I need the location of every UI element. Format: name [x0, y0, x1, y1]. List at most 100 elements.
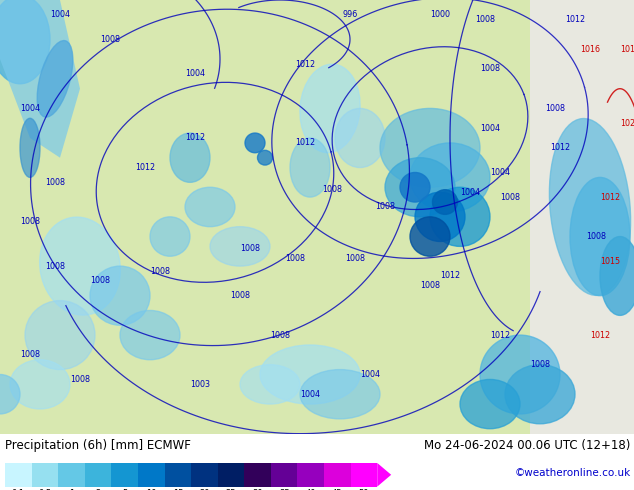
Text: 1012: 1012 [490, 331, 510, 340]
Ellipse shape [40, 217, 120, 315]
Ellipse shape [0, 0, 50, 84]
Text: 1004: 1004 [20, 104, 40, 113]
Bar [58, 463, 85, 487]
Text: Mo 24-06-2024 00.06 UTC (12+18): Mo 24-06-2024 00.06 UTC (12+18) [424, 439, 631, 452]
Ellipse shape [257, 150, 273, 165]
Ellipse shape [600, 237, 634, 316]
Text: 1008: 1008 [545, 104, 565, 113]
Text: 1008: 1008 [375, 202, 395, 212]
Ellipse shape [300, 369, 380, 419]
Text: 1008: 1008 [240, 244, 260, 253]
Polygon shape [0, 0, 80, 158]
Bar [5, 463, 32, 487]
Ellipse shape [415, 192, 465, 242]
Text: 0.1: 0.1 [12, 489, 25, 490]
Ellipse shape [505, 365, 575, 424]
Text: 5: 5 [122, 489, 127, 490]
Text: 25: 25 [226, 489, 236, 490]
Bar [85, 463, 112, 487]
Text: 45: 45 [332, 489, 342, 490]
Text: 1004: 1004 [50, 10, 70, 19]
Text: 10: 10 [146, 489, 157, 490]
Bar [244, 463, 271, 487]
Text: 1015: 1015 [600, 257, 620, 266]
Text: 1008: 1008 [530, 360, 550, 369]
Bar [191, 463, 217, 487]
Text: 1004: 1004 [480, 123, 500, 133]
Ellipse shape [410, 143, 490, 212]
Ellipse shape [37, 41, 73, 117]
Ellipse shape [385, 158, 455, 217]
Text: 1020: 1020 [620, 119, 634, 128]
Polygon shape [377, 463, 391, 487]
Text: 35: 35 [279, 489, 290, 490]
Text: 1: 1 [69, 489, 74, 490]
Text: 50: 50 [359, 489, 369, 490]
Ellipse shape [290, 138, 330, 197]
Ellipse shape [150, 217, 190, 256]
Ellipse shape [245, 133, 265, 153]
Text: 1004: 1004 [300, 390, 320, 399]
Ellipse shape [185, 187, 235, 227]
Text: 1008: 1008 [150, 267, 170, 275]
Ellipse shape [432, 190, 458, 214]
Text: 1012: 1012 [135, 163, 155, 172]
Text: ©weatheronline.co.uk: ©weatheronline.co.uk [515, 468, 631, 478]
Text: 1004: 1004 [490, 168, 510, 177]
Text: 1008: 1008 [100, 35, 120, 44]
Text: 1003: 1003 [190, 380, 210, 389]
Text: 1008: 1008 [270, 331, 290, 340]
Text: 1008: 1008 [90, 276, 110, 285]
Text: 1008: 1008 [322, 185, 342, 194]
Text: 1008: 1008 [285, 254, 305, 263]
Ellipse shape [380, 108, 480, 187]
Text: 1008: 1008 [475, 15, 495, 24]
Text: 1008: 1008 [230, 291, 250, 300]
Text: 15: 15 [172, 489, 183, 490]
Ellipse shape [90, 266, 150, 325]
Text: 20: 20 [199, 489, 210, 490]
Text: 1000: 1000 [430, 10, 450, 19]
Bar [165, 463, 191, 487]
Ellipse shape [400, 172, 430, 202]
Ellipse shape [240, 365, 300, 404]
Ellipse shape [410, 217, 450, 256]
Ellipse shape [260, 345, 360, 404]
Bar [138, 463, 165, 487]
Text: 1016: 1016 [580, 45, 600, 54]
Text: 1008: 1008 [480, 65, 500, 74]
Bar [530, 0, 634, 434]
Ellipse shape [570, 177, 630, 295]
Ellipse shape [460, 379, 520, 429]
Bar [351, 463, 377, 487]
Bar [271, 463, 297, 487]
Text: 1004: 1004 [460, 188, 480, 196]
Text: 2: 2 [96, 489, 101, 490]
Text: 1008: 1008 [20, 217, 40, 226]
Text: Precipitation (6h) [mm] ECMWF: Precipitation (6h) [mm] ECMWF [5, 439, 191, 452]
Text: 996: 996 [342, 10, 358, 19]
Ellipse shape [170, 133, 210, 182]
Ellipse shape [430, 187, 490, 246]
Text: 1012: 1012 [600, 193, 620, 201]
Text: 1008: 1008 [70, 375, 90, 384]
Ellipse shape [20, 118, 40, 177]
Text: 30: 30 [252, 489, 263, 490]
Text: 1004: 1004 [185, 70, 205, 78]
Ellipse shape [335, 108, 385, 168]
Text: 1008: 1008 [20, 350, 40, 359]
Text: 1008: 1008 [420, 281, 440, 290]
Bar [324, 463, 351, 487]
Text: 0.5: 0.5 [39, 489, 51, 490]
Text: 1012: 1012 [590, 331, 610, 340]
Text: 1012: 1012 [565, 15, 585, 24]
Ellipse shape [480, 335, 560, 414]
Ellipse shape [550, 119, 631, 295]
Bar [217, 463, 244, 487]
Ellipse shape [0, 374, 20, 414]
Ellipse shape [210, 227, 270, 266]
Text: 1012: 1012 [185, 133, 205, 143]
Ellipse shape [25, 300, 95, 369]
Ellipse shape [120, 311, 180, 360]
Text: 1012: 1012 [295, 60, 315, 69]
